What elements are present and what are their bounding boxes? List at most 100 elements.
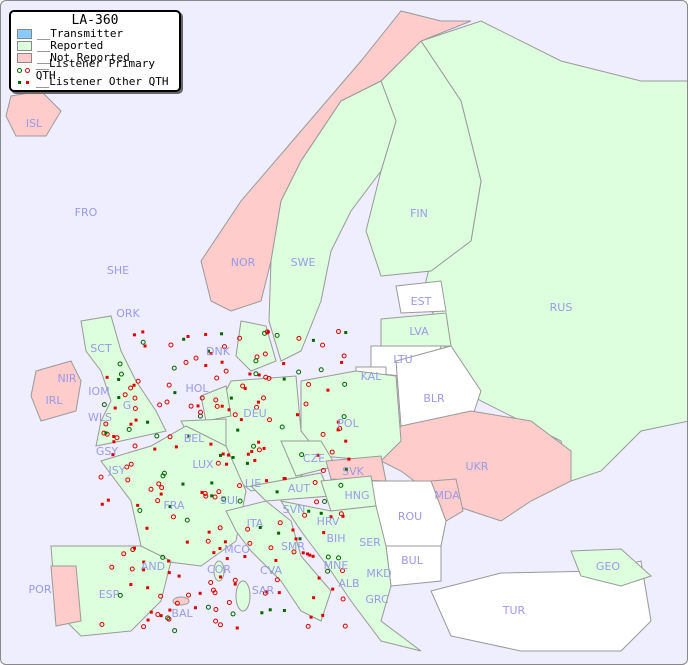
listener-other-marker — [185, 540, 189, 544]
listener-other-marker — [231, 455, 235, 459]
country-label-dnk: DNK — [206, 345, 230, 358]
land-ukr — [380, 410, 572, 522]
listener-primary-marker — [117, 592, 123, 598]
listener-other-marker — [256, 400, 260, 404]
listener-other-marker — [111, 453, 115, 457]
country-label-ukr: UKR — [465, 460, 489, 473]
listener-other-marker — [209, 442, 213, 446]
listener-primary-marker — [214, 375, 220, 381]
listener-other-marker — [134, 418, 138, 422]
listener-primary-marker — [156, 481, 162, 487]
listener-primary-marker — [253, 371, 259, 377]
country-label-hrv: HRV — [316, 515, 340, 528]
transmitter-swatch — [17, 29, 32, 39]
country-label-mkd: MKD — [366, 567, 392, 580]
listener-other-marker — [264, 590, 268, 594]
listener-other-marker — [326, 388, 330, 392]
listener-primary-marker — [99, 622, 105, 628]
land-sar — [235, 580, 251, 612]
listener-primary-marker — [128, 385, 134, 391]
listener-other-marker — [204, 363, 208, 367]
listener-primary-marker — [128, 461, 134, 467]
listener-primary-marker — [256, 447, 262, 453]
listener-other-marker — [235, 626, 239, 630]
land-geo — [570, 548, 652, 587]
country-label-irl: IRL — [45, 394, 63, 407]
listener-primary-marker — [170, 514, 176, 520]
listener-other-marker — [100, 502, 104, 506]
listener-primary-marker — [340, 596, 346, 602]
listener-other-marker — [210, 481, 214, 485]
listener-primary-marker — [296, 335, 302, 341]
listener-primary-marker — [260, 395, 266, 401]
land-por — [50, 565, 82, 627]
listener-other-marker — [129, 422, 133, 426]
country-label-isl: ISL — [25, 117, 43, 130]
listener-primary-marker — [193, 355, 199, 361]
listener-other-marker — [159, 614, 163, 618]
listener-primary-marker — [188, 403, 194, 409]
country-label-lie: LIE — [244, 477, 262, 490]
listener-other-marker — [145, 526, 149, 530]
land-ita — [225, 500, 332, 622]
listener-other-marker — [306, 552, 310, 556]
country-label-esp: ESP — [98, 588, 120, 601]
listener-primary-marker — [117, 361, 123, 367]
land-svk — [325, 455, 387, 482]
country-label-deu: DEU — [243, 407, 267, 420]
listener-other-marker — [312, 596, 316, 600]
listener-other-marker — [136, 503, 140, 507]
listener-other-marker — [182, 337, 186, 341]
listener-primary-marker — [157, 402, 163, 408]
listener-primary-marker — [237, 483, 243, 489]
listener-primary-marker — [205, 538, 211, 544]
country-label-por: POR — [28, 583, 52, 596]
listener-primary-marker — [132, 443, 138, 449]
listener-primary-marker — [302, 512, 308, 518]
land-balkan — [279, 500, 422, 652]
legend-label: __Not Reported — [37, 51, 130, 64]
country-label-cze: CZE — [302, 452, 326, 465]
country-label-nir: NIR — [57, 372, 77, 385]
listener-other-marker — [295, 413, 299, 417]
country-label-sct: SCT — [90, 342, 112, 355]
listener-primary-marker — [342, 381, 348, 387]
listener-primary-marker — [320, 342, 326, 348]
country-label-bul: BUL — [401, 554, 423, 567]
listener-primary-marker — [118, 371, 124, 377]
listener-other-marker — [168, 505, 172, 509]
listener-other-marker — [266, 330, 270, 334]
listener-other-marker — [210, 494, 214, 498]
listener-other-marker — [167, 571, 171, 575]
listener-primary-marker — [199, 395, 205, 401]
listener-other-marker — [223, 540, 227, 544]
listener-other-marker — [218, 547, 222, 551]
country-label-rou: ROU — [397, 510, 423, 523]
country-label-svn: SVN — [282, 503, 306, 516]
country-label-and: AND — [140, 560, 166, 573]
country-label-nor: NOR — [230, 256, 256, 269]
listener-primary-marker — [210, 587, 216, 593]
listener-primary-marker — [237, 335, 243, 341]
listener-other-marker — [133, 546, 137, 550]
listener-primary-marker — [217, 622, 223, 628]
listener-primary-marker — [314, 499, 320, 505]
listener-other-marker — [344, 468, 348, 472]
listener-primary-marker — [166, 616, 172, 622]
listener-other-marker — [200, 490, 204, 494]
country-label-ltu: LTU — [393, 353, 413, 366]
listener-primary-marker — [165, 615, 171, 621]
country-label-gsy: GSY — [95, 445, 119, 458]
listener-primary-marker — [141, 624, 147, 630]
listener-other-marker — [181, 482, 185, 486]
country-label-geo: GEO — [595, 560, 621, 573]
listener-other-marker — [204, 332, 208, 336]
listener-primary-marker — [221, 496, 227, 502]
listener-primary-marker — [129, 566, 135, 572]
country-label-lva: LVA — [409, 325, 429, 338]
listener-primary-marker — [167, 434, 173, 440]
listener-other-marker — [347, 457, 351, 461]
listener-other-marker — [341, 514, 345, 518]
